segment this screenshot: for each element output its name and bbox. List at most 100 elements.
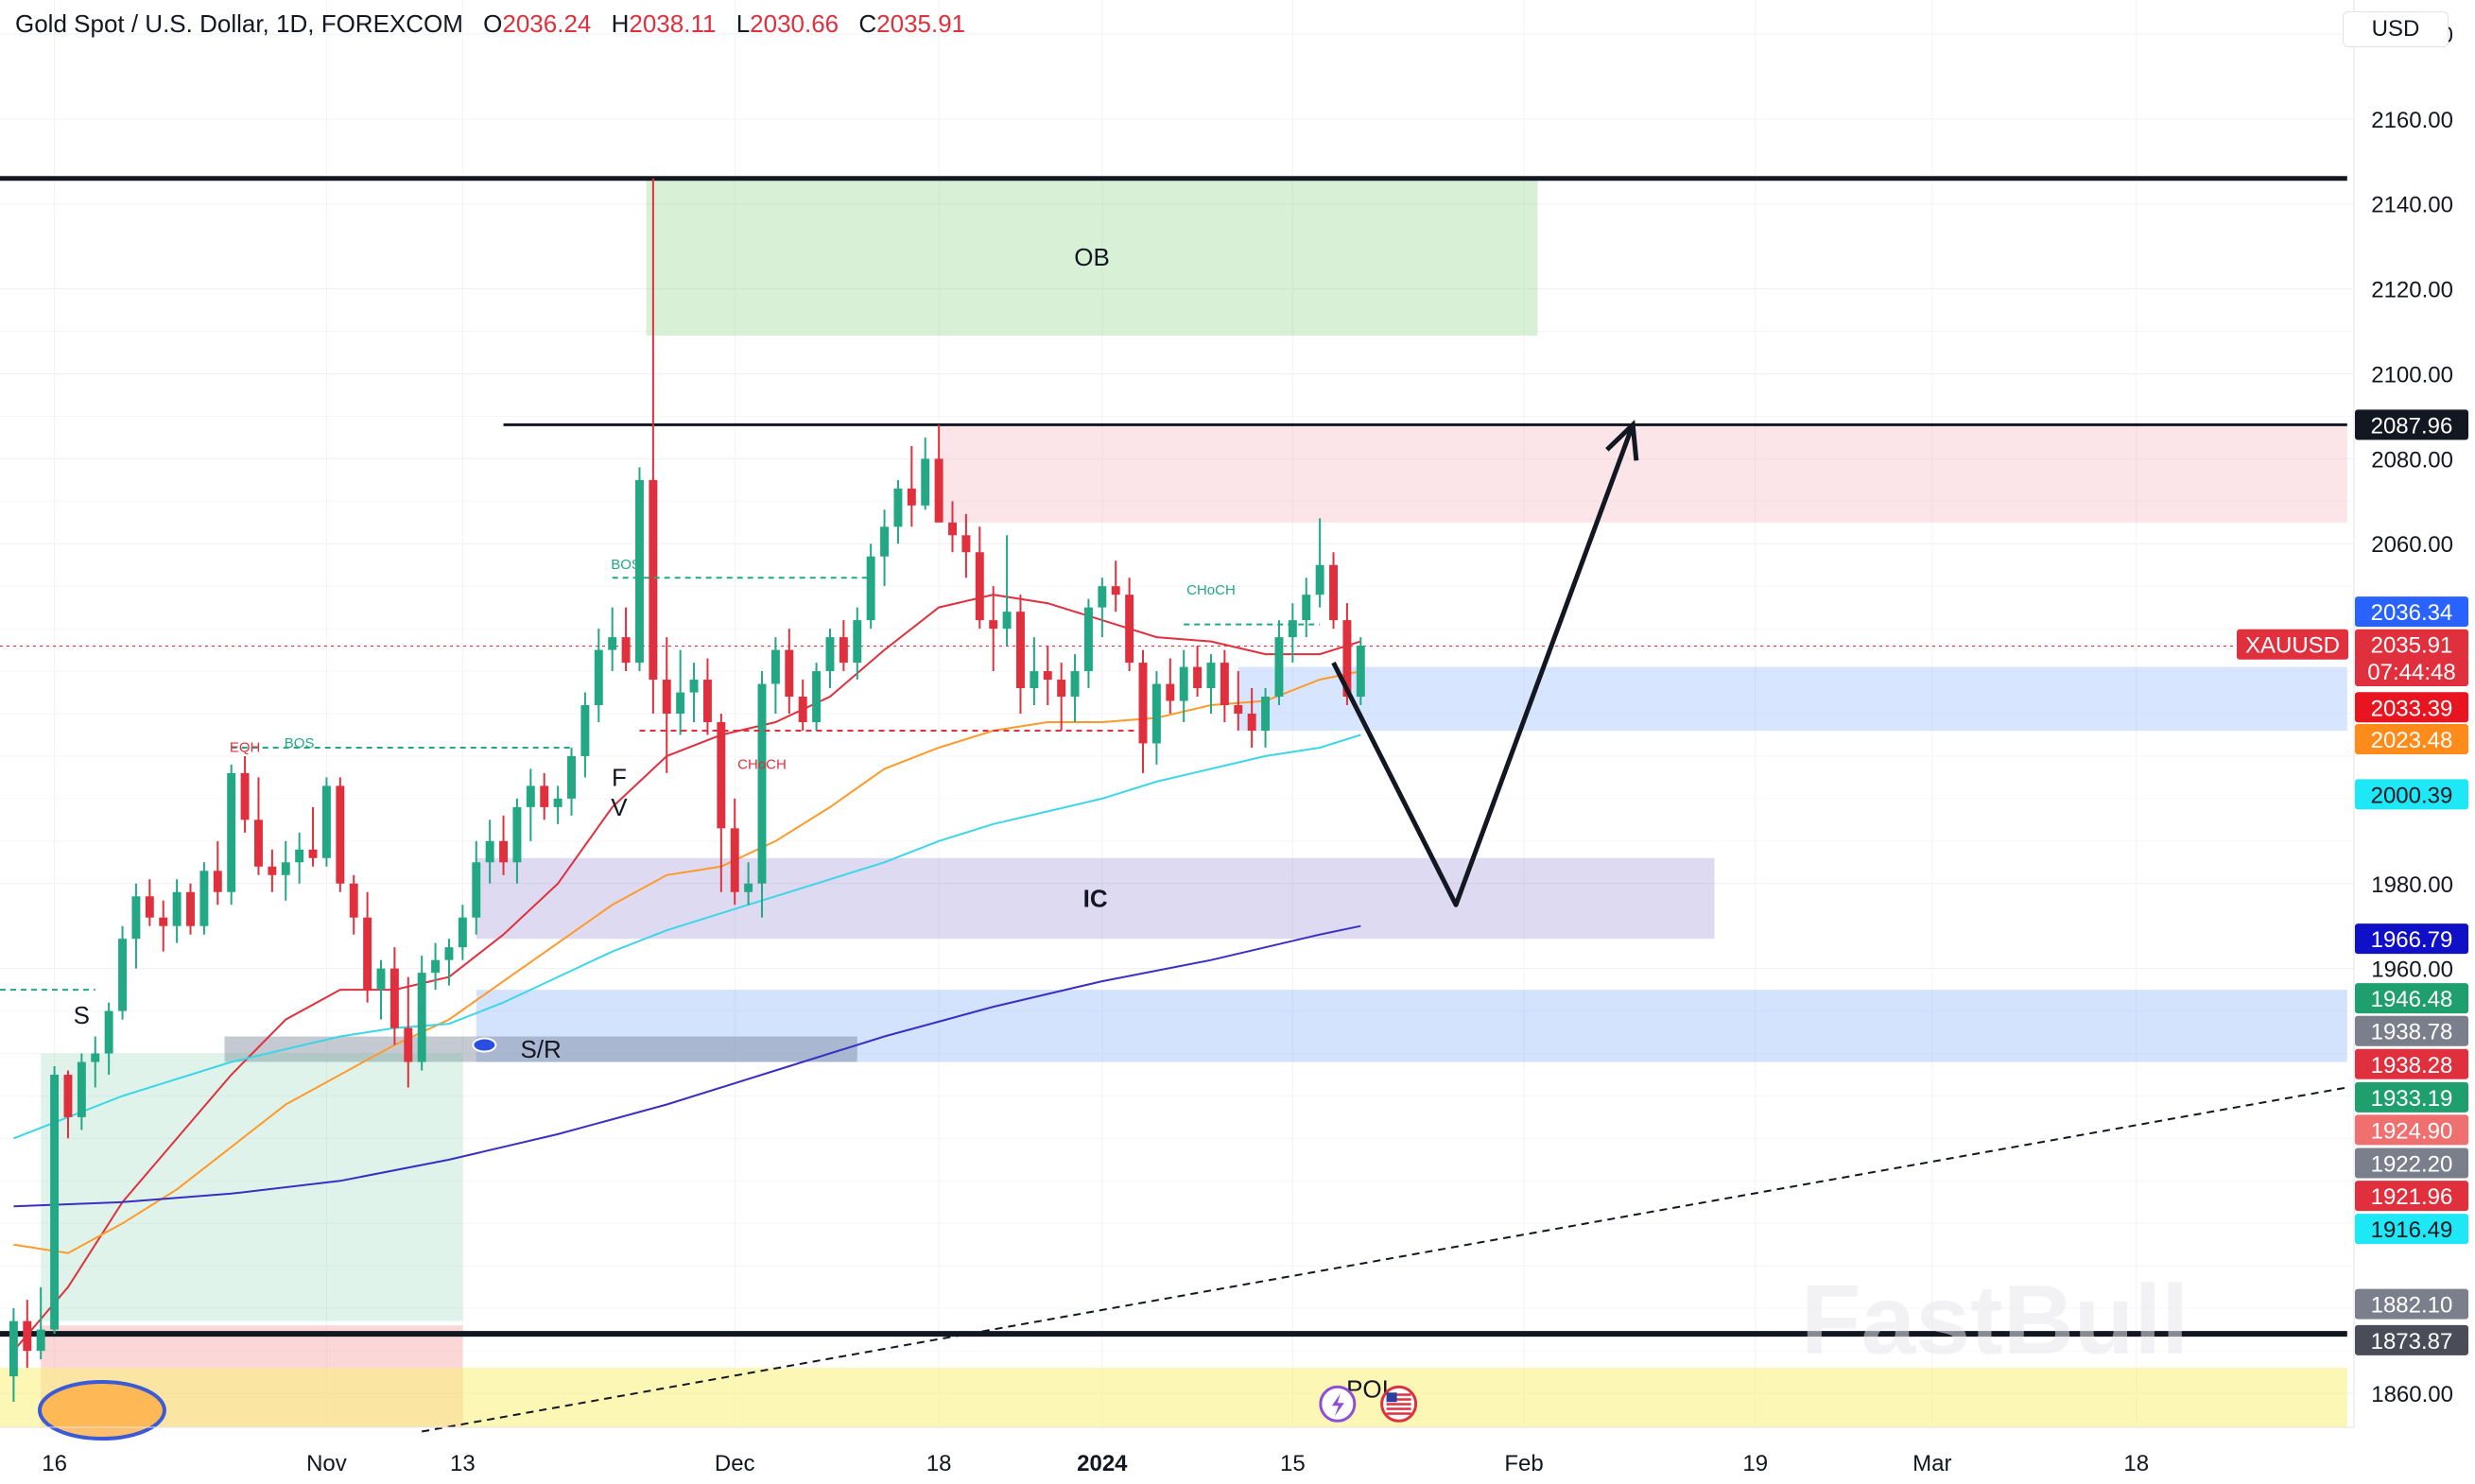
price-label[interactable]: 2036.34 <box>2355 596 2468 628</box>
candle[interactable] <box>227 764 236 906</box>
price-label[interactable]: 1924.90 <box>2355 1114 2468 1146</box>
price-label[interactable]: 1873.87 <box>2355 1324 2468 1355</box>
candle[interactable] <box>499 815 509 875</box>
candle[interactable] <box>662 637 671 773</box>
candle[interactable] <box>104 1002 113 1075</box>
candle[interactable] <box>1111 561 1120 613</box>
candle[interactable] <box>118 925 127 1020</box>
price-label[interactable]: 2035.91 <box>2355 629 2468 660</box>
candle[interactable] <box>594 629 603 722</box>
candle[interactable] <box>934 424 943 523</box>
candle[interactable] <box>172 879 182 943</box>
candle[interactable] <box>1098 578 1107 638</box>
candle[interactable] <box>989 586 998 672</box>
candle[interactable] <box>730 798 739 906</box>
candle[interactable] <box>145 879 154 926</box>
candle[interactable] <box>321 777 331 867</box>
candle[interactable] <box>404 976 413 1088</box>
candle[interactable] <box>363 891 372 1003</box>
candle[interactable] <box>798 680 807 731</box>
symbol-tag[interactable]: XAUUSD <box>2237 629 2348 660</box>
candle[interactable] <box>540 772 549 820</box>
candle[interactable] <box>199 862 209 935</box>
candle[interactable] <box>458 905 467 960</box>
candle[interactable] <box>1043 646 1052 706</box>
candle[interactable] <box>880 509 890 587</box>
candle[interactable] <box>580 692 590 778</box>
candle[interactable] <box>961 513 971 578</box>
candle[interactable] <box>1057 663 1066 731</box>
marker-dot[interactable] <box>472 1037 497 1053</box>
candle[interactable] <box>526 768 535 841</box>
candle[interactable] <box>567 747 576 816</box>
candle[interactable] <box>281 840 290 901</box>
ob-zone[interactable] <box>646 178 1538 336</box>
sr-zone-grey[interactable] <box>224 1036 857 1062</box>
candle[interactable] <box>91 1036 100 1088</box>
symbol-title[interactable]: Gold Spot / U.S. Dollar, 1D, FOREXCOM <box>15 9 463 38</box>
candle[interactable] <box>1030 637 1039 706</box>
candle[interactable] <box>1138 649 1148 773</box>
candle[interactable] <box>948 501 957 553</box>
candle[interactable] <box>1329 552 1338 630</box>
price-label[interactable]: 1938.78 <box>2355 1015 2468 1046</box>
candle[interactable] <box>431 942 441 991</box>
candle[interactable] <box>9 1308 18 1403</box>
candle[interactable] <box>825 629 835 689</box>
candle[interactable] <box>1083 598 1093 689</box>
candle[interactable] <box>36 1286 45 1360</box>
candle[interactable] <box>485 820 494 884</box>
candle[interactable] <box>1274 620 1284 706</box>
currency-selector[interactable]: USD <box>2343 11 2449 47</box>
candle[interactable] <box>1070 654 1080 722</box>
candle[interactable] <box>921 437 930 510</box>
candle[interactable] <box>757 671 767 918</box>
candle[interactable] <box>553 785 562 824</box>
supply-zone[interactable] <box>939 424 2347 523</box>
highlight-ellipse[interactable] <box>37 1380 166 1441</box>
candle[interactable] <box>1315 518 1324 608</box>
price-label[interactable]: 1933.19 <box>2355 1081 2468 1113</box>
price-label[interactable]: 1916.49 <box>2355 1214 2468 1245</box>
candle[interactable] <box>186 883 195 935</box>
candle[interactable] <box>444 939 454 986</box>
candle[interactable] <box>1356 637 1365 706</box>
candle[interactable] <box>336 777 345 892</box>
price-label[interactable]: 07:44:48 <box>2355 656 2468 687</box>
candle[interactable] <box>1193 646 1203 698</box>
candle[interactable] <box>717 714 726 892</box>
price-label[interactable]: 1966.79 <box>2355 923 2468 955</box>
candle[interactable] <box>308 806 318 867</box>
demand-zone[interactable] <box>1238 666 2347 731</box>
candle-layer[interactable] <box>9 178 1365 1403</box>
candle[interactable] <box>635 467 644 672</box>
candle[interactable] <box>417 956 426 1071</box>
price-label[interactable]: 1921.96 <box>2355 1181 2468 1212</box>
candle[interactable] <box>254 777 263 875</box>
price-label[interactable]: 1946.48 <box>2355 983 2468 1014</box>
candle[interactable] <box>23 1300 32 1369</box>
price-label[interactable]: 2023.48 <box>2355 723 2468 754</box>
green-zone[interactable] <box>41 1053 463 1321</box>
candle[interactable] <box>512 798 522 884</box>
candle[interactable] <box>1302 578 1311 638</box>
time-axis[interactable]: 16 Nov 13 Dec 18 2024 15 Feb 19 Mar 18 <box>0 1426 2354 1476</box>
candle[interactable] <box>744 862 753 906</box>
candle[interactable] <box>893 479 903 544</box>
candle[interactable] <box>240 755 250 833</box>
candle[interactable] <box>702 658 712 735</box>
candle[interactable] <box>649 178 658 714</box>
candle[interactable] <box>1288 603 1297 664</box>
candle[interactable] <box>63 1070 73 1139</box>
price-label[interactable]: 2033.39 <box>2355 692 2468 723</box>
candle[interactable] <box>1125 578 1134 672</box>
candle[interactable] <box>50 1066 60 1335</box>
price-label[interactable]: 2000.39 <box>2355 779 2468 810</box>
candle[interactable] <box>213 840 222 906</box>
sr-zone-blue[interactable] <box>476 990 2347 1062</box>
candle[interactable] <box>1261 688 1271 748</box>
candle[interactable] <box>1206 654 1216 714</box>
price-label[interactable]: 1922.20 <box>2355 1148 2468 1179</box>
candle[interactable] <box>1220 649 1229 722</box>
